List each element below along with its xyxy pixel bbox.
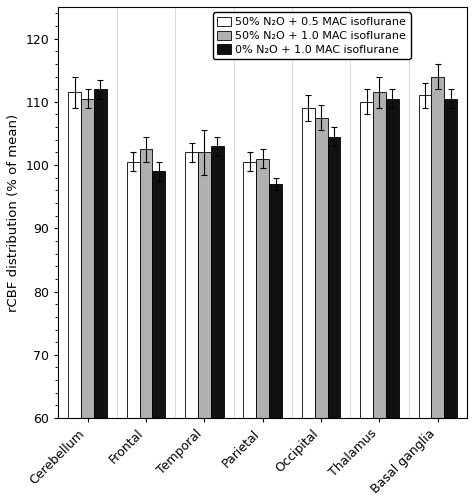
Bar: [81, 99, 94, 418]
Bar: [185, 152, 198, 418]
Bar: [198, 152, 211, 418]
Bar: [94, 89, 107, 418]
Bar: [328, 137, 340, 418]
Bar: [68, 93, 81, 418]
Y-axis label: rCBF distribution (% of mean): rCBF distribution (% of mean): [7, 114, 20, 311]
Bar: [153, 172, 165, 418]
Bar: [419, 96, 431, 418]
Bar: [315, 118, 328, 418]
Bar: [386, 99, 399, 418]
Bar: [444, 99, 457, 418]
Bar: [211, 146, 224, 418]
Legend: 50% N₂O + 0.5 MAC isoflurane, 50% N₂O + 1.0 MAC isoflurane, 0% N₂O + 1.0 MAC iso: 50% N₂O + 0.5 MAC isoflurane, 50% N₂O + …: [213, 13, 410, 59]
Bar: [360, 102, 373, 418]
Bar: [127, 162, 139, 418]
Bar: [431, 76, 444, 418]
Bar: [244, 162, 256, 418]
Bar: [373, 93, 386, 418]
Bar: [139, 149, 153, 418]
Bar: [302, 108, 315, 418]
Bar: [256, 159, 269, 418]
Bar: [269, 184, 282, 418]
